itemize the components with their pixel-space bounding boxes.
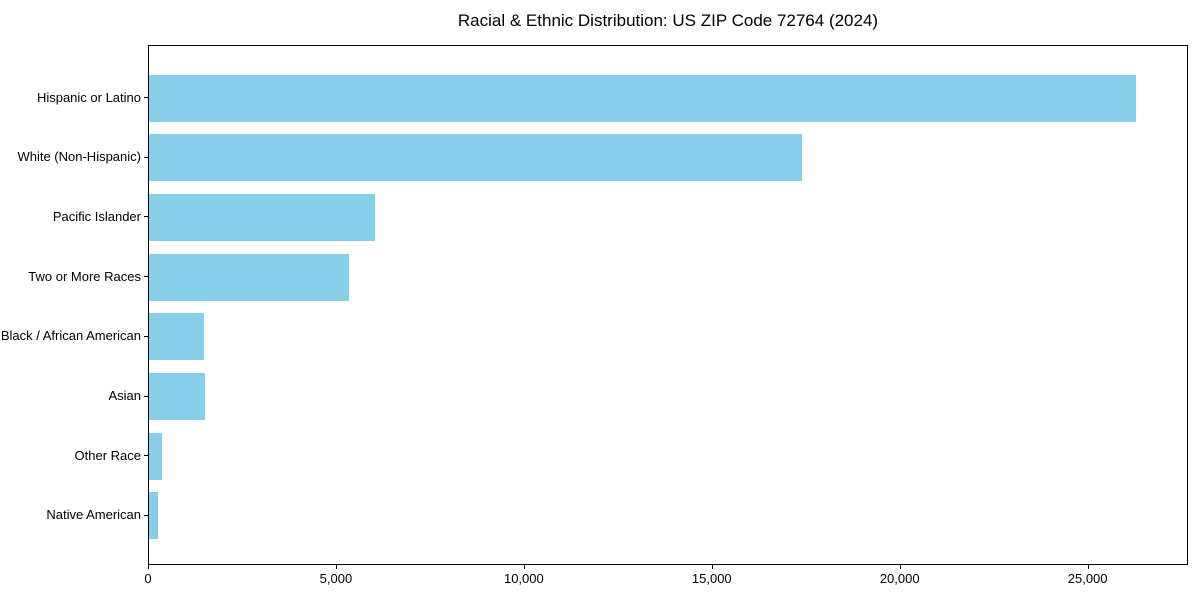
x-tick-label-20-000: 20,000 — [879, 571, 920, 586]
x-axis-tick — [335, 565, 337, 569]
x-tick-label-25-000: 25,000 — [1067, 571, 1108, 586]
y-axis-tick — [144, 156, 148, 158]
y-axis-tick — [144, 335, 148, 337]
y-label-native-american: Native American — [46, 507, 141, 523]
y-label-pacific-islander: Pacific Islander — [52, 208, 141, 224]
y-axis-tick — [144, 216, 148, 218]
bar-white-non-hispanic — [149, 134, 802, 182]
y-label-asian: Asian — [108, 388, 141, 404]
y-axis-tick — [144, 97, 148, 98]
plot-area — [148, 45, 1188, 565]
y-axis-tick — [144, 276, 148, 278]
y-label-hispanic-or-latino: Hispanic or Latino — [36, 89, 141, 105]
y-axis-tick — [144, 455, 148, 457]
bar-two-or-more-races — [149, 253, 349, 301]
bar-native-american — [149, 492, 159, 540]
y-label-other-race: Other Race — [74, 447, 141, 463]
bar-other-race — [149, 432, 163, 480]
x-tick-label-5-000: 5,000 — [319, 571, 353, 586]
chart-title: Racial & Ethnic Distribution: US ZIP Cod… — [457, 11, 879, 30]
bar-asian — [149, 373, 205, 421]
x-tick-label-15-000: 15,000 — [691, 571, 732, 586]
bar-black-african-american — [149, 313, 205, 361]
y-label-black-african-american: Black / African American — [0, 328, 141, 344]
x-axis-tick — [523, 565, 525, 569]
x-axis-tick — [1087, 565, 1089, 569]
y-label-two-or-more-races: Two or More Races — [28, 268, 141, 284]
bar-pacific-islander — [149, 193, 376, 241]
y-label-white-non-hispanic: White (Non-Hispanic) — [17, 149, 141, 165]
x-axis-tick — [711, 565, 713, 569]
x-tick-label-0: 0 — [144, 571, 152, 586]
x-tick-label-10-000: 10,000 — [503, 571, 544, 586]
x-axis-tick — [899, 565, 901, 569]
y-axis-tick — [144, 514, 148, 516]
bar-hispanic-or-latino — [149, 74, 1136, 122]
x-axis-tick — [148, 565, 149, 569]
y-axis-tick — [144, 395, 148, 397]
